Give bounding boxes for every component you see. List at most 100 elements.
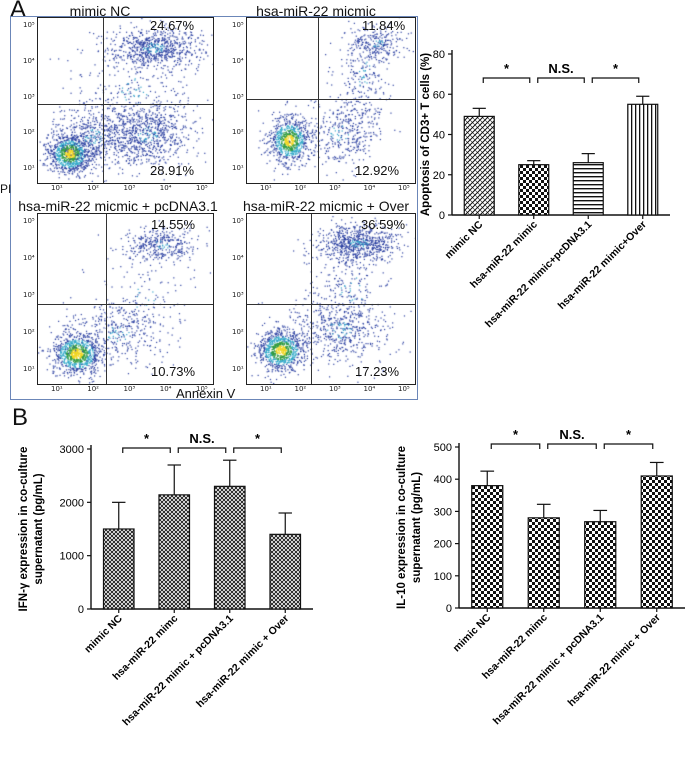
facs-x-tick-label: 10³ <box>123 385 136 393</box>
y-tick-label: 200 <box>434 539 452 551</box>
facs-title-3: hsa-miR-22 micmic + pcDNA3.1 <box>18 198 218 214</box>
facs-1-lower-right-pct: 28.91% <box>150 163 195 178</box>
facs-4-lower-right-pct: 17.23% <box>355 364 400 379</box>
facs-plot-mimic <box>246 17 416 184</box>
facs-scatter-dots <box>38 18 213 183</box>
significance-bracket <box>490 443 541 449</box>
quadrant-horizontal-gate <box>247 304 415 305</box>
bar <box>518 164 550 216</box>
facs-x-tick-label: 10² <box>294 385 307 393</box>
facs-x-tick-label: 10² <box>294 184 307 192</box>
y-tick-label: 0 <box>78 604 84 616</box>
significance-label: N.S. <box>559 427 584 442</box>
bar <box>102 528 135 610</box>
significance-bracket <box>603 443 654 449</box>
facs-3-lower-right-pct: 10.73% <box>151 364 196 379</box>
quadrant-vertical-gate <box>106 214 107 384</box>
facs-x-tick-label: 10¹ <box>51 184 63 192</box>
facs-y-tick-label: 10⁴ <box>232 254 244 262</box>
facs-x-tick-label: 10⁵ <box>398 184 410 192</box>
facs-title-2: hsa-miR-22 micmic <box>256 3 376 19</box>
significance-label: N.S. <box>548 61 573 76</box>
y-axis-label-line: supernatant (pg/mL) <box>33 473 45 584</box>
y-axis-label-line: supernatant (pg/mL) <box>411 472 423 583</box>
y-axis-label-line: Apoptosis of CD3+ T cells (%) <box>420 53 432 216</box>
facs-title-1: mimic NC <box>69 3 131 19</box>
bar <box>584 521 617 609</box>
facs-title-4: hsa-miR-22 micmic + Over <box>242 198 410 214</box>
y-tick-label: 3000 <box>60 444 84 456</box>
facs-scatter-dots <box>247 18 415 183</box>
facs-y-tick-label: 10² <box>232 128 244 137</box>
y-tick-label: 400 <box>434 474 452 486</box>
facs-2-lower-right-pct: 12.92% <box>355 163 400 178</box>
facs-y-tick-label: 10⁵ <box>23 217 35 225</box>
facs-y-tick-label: 10⁴ <box>23 254 35 262</box>
bar <box>158 494 191 610</box>
facs-y-tick-label: 10³ <box>232 291 244 299</box>
facs-x-tick-label: 10¹ <box>260 385 272 393</box>
bar <box>213 485 246 610</box>
significance-label: * <box>613 61 619 76</box>
x-category-label: mimic NC <box>451 611 494 654</box>
facs-x-tick-label: 10⁴ <box>363 184 376 192</box>
x-category-label: hsa-miR-22 mimic + pcDNA3.1 <box>491 612 607 728</box>
y-tick-label: 0 <box>439 210 445 222</box>
facs-plot-pcdna <box>37 213 214 385</box>
pi-axis-label: PI <box>0 182 12 196</box>
facs-x-tick-label: 10⁴ <box>363 385 376 393</box>
facs-x-tick-label: 10¹ <box>260 184 272 192</box>
facs-x-tick-label: 10⁵ <box>196 385 208 393</box>
x-category-label: mimic NC <box>443 218 486 261</box>
y-tick-label: 300 <box>434 506 452 518</box>
facs-x-tick-label: 10¹ <box>51 385 63 393</box>
significance-bracket <box>482 77 531 83</box>
significance-bracket <box>122 447 171 453</box>
quadrant-horizontal-gate <box>247 99 415 100</box>
facs-x-tick-label: 10³ <box>329 184 341 192</box>
y-tick-label: 40 <box>433 130 445 142</box>
x-category-label: hsa-miR-22 mimic+Over <box>556 219 649 312</box>
facs-2-upper-right-pct: 11.84% <box>362 18 406 33</box>
significance-label: N.S. <box>189 431 214 446</box>
facs-plot-mimic-nc <box>37 17 214 184</box>
y-axis-label: IL-10 expression in co-culture supernatan… <box>396 446 423 609</box>
y-axis-label-line: IL-10 expression in co-culture <box>396 446 408 609</box>
quadrant-vertical-gate <box>318 18 319 183</box>
facs-y-tick-label: 10⁵ <box>232 217 244 225</box>
facs-3-upper-right-pct: 14.55% <box>151 217 196 232</box>
y-axis-label: IFN-γ expression in co-culture supernatan… <box>18 447 45 612</box>
y-tick-label: 100 <box>434 571 452 583</box>
y-tick-label: 0 <box>446 603 452 615</box>
x-category-label: hsa-miR-22 mimic+pcDNA3.1 <box>483 219 595 331</box>
facs-x-tick-label: 10⁴ <box>159 184 172 192</box>
facs-scatter-dots <box>38 214 213 384</box>
significance-bracket <box>537 77 585 83</box>
facs-y-tick-label: 10⁵ <box>232 21 244 29</box>
significance-bracket <box>177 447 227 453</box>
significance-label: * <box>626 427 632 442</box>
annexin-axis-label: Annexin V <box>176 386 236 401</box>
significance-bracket <box>591 77 640 83</box>
x-category-label: mimic NC <box>82 612 125 655</box>
facs-y-tick-label: 10¹ <box>23 365 35 373</box>
y-tick-label: 2000 <box>60 497 84 509</box>
bar <box>269 533 302 610</box>
facs-x-tick-label: 10⁵ <box>398 385 410 393</box>
bar <box>640 475 673 609</box>
significance-bracket <box>547 443 597 449</box>
facs-y-tick-label: 10¹ <box>232 365 244 373</box>
quadrant-vertical-gate <box>311 214 312 384</box>
facs-x-tick-label: 10³ <box>329 385 341 393</box>
quadrant-horizontal-gate <box>38 104 213 105</box>
facs-y-tick-label: 10⁴ <box>232 56 244 65</box>
y-axis-label: Apoptosis of CD3+ T cells (%) <box>420 53 432 216</box>
facs-y-tick-label: 10² <box>23 128 35 137</box>
quadrant-vertical-gate <box>103 18 104 183</box>
bar <box>572 162 604 216</box>
facs-scatter-dots <box>247 214 415 384</box>
x-category-label: hsa-miR-22 mimic + Over <box>565 612 662 709</box>
